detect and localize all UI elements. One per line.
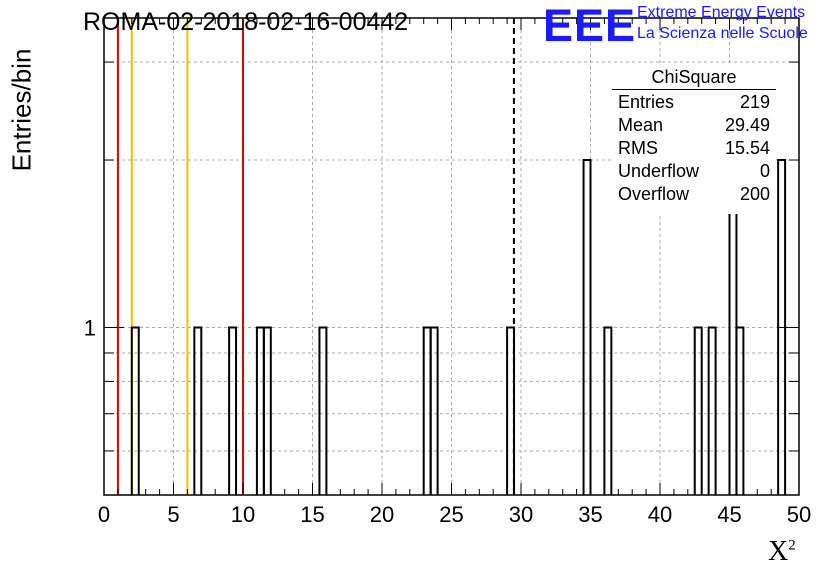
stats-divider <box>612 89 776 90</box>
x-tick-label: 5 <box>167 502 179 527</box>
histogram-bin <box>707 326 717 495</box>
stats-row-underflow: Underflow 0 <box>618 161 770 184</box>
histogram-bin <box>228 326 238 495</box>
stats-label: Underflow <box>618 161 700 181</box>
stats-label: Mean <box>618 115 664 135</box>
stats-value: 200 <box>739 184 770 204</box>
histogram-bin <box>130 326 140 495</box>
histogram-bin <box>193 326 203 495</box>
x-tick-label: 35 <box>578 502 602 527</box>
axis-ticks <box>103 18 800 495</box>
x-tick-label: 40 <box>648 502 672 527</box>
stats-value: 219 <box>739 92 770 112</box>
reference-lines <box>116 18 515 495</box>
x-tick-label: 30 <box>509 502 533 527</box>
eee-tagline-2: La Scienza nelle Scuole <box>637 25 808 42</box>
x-tick-label: 15 <box>300 502 324 527</box>
stats-label: Overflow <box>618 184 690 204</box>
stats-value: 15.54 <box>724 138 770 158</box>
x-tick-label: 10 <box>231 502 255 527</box>
stats-row-overflow: Overflow 200 <box>618 184 770 207</box>
y-axis-label: Entries/bin <box>6 48 37 172</box>
x-tick-label: 50 <box>787 502 811 527</box>
histogram-bin <box>603 326 613 495</box>
tick-labels: 0 5 10 15 20 25 30 35 40 45 50 1 <box>84 316 811 527</box>
x-axis-label: X2 <box>768 536 796 567</box>
eee-logo: EEE <box>543 0 637 51</box>
stats-box: ChiSquare Entries 219 Mean 29.49 RMS 15.… <box>612 66 776 214</box>
x-tick-label: 45 <box>717 502 741 527</box>
stats-value: 29.49 <box>724 115 770 135</box>
y-tick-label: 1 <box>84 316 96 341</box>
histogram-bars <box>130 159 787 495</box>
histogram-bin <box>429 326 439 495</box>
x-tick-label: 20 <box>370 502 394 527</box>
histogram-bin <box>506 326 516 495</box>
stats-label: Entries <box>618 92 675 112</box>
stats-row-rms: RMS 15.54 <box>618 138 770 161</box>
stats-value: 0 <box>759 161 770 181</box>
stats-row-entries: Entries 219 <box>618 92 770 115</box>
stats-row-mean: Mean 29.49 <box>618 115 770 138</box>
x-tick-label: 0 <box>98 502 110 527</box>
stats-label: RMS <box>618 138 658 158</box>
histogram-bin <box>318 326 328 495</box>
histogram-bin <box>693 326 703 495</box>
histogram-bin <box>262 326 272 495</box>
x-tick-label: 25 <box>439 502 463 527</box>
eee-tagline-1: Extreme Energy Events <box>637 4 806 21</box>
histogram-bin <box>735 326 745 495</box>
chart-title: ROMA-02-2018-02-16-00442 <box>83 8 409 36</box>
stats-name: ChiSquare <box>651 67 737 87</box>
histogram-bin <box>582 159 592 495</box>
